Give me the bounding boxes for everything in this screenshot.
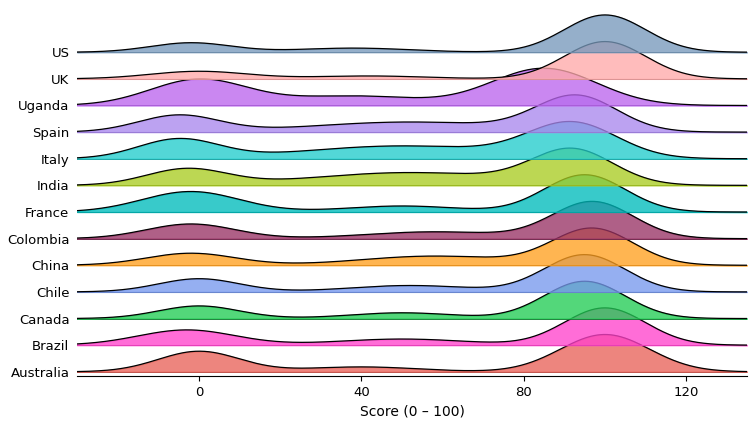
X-axis label: Score (0 – 100): Score (0 – 100) xyxy=(360,404,464,418)
